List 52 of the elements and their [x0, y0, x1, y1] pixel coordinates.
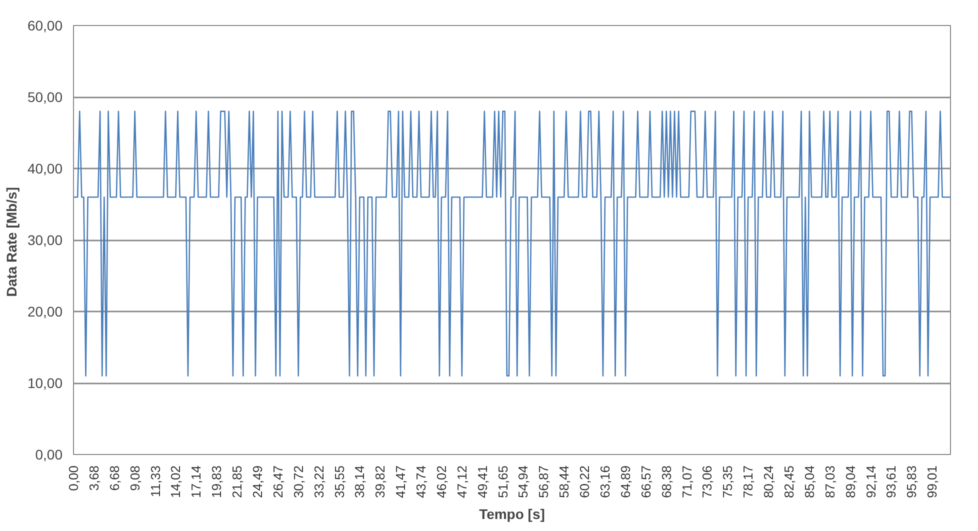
x-tick-label: 3,68 — [86, 465, 102, 491]
x-tick-label: 0,00 — [66, 465, 81, 491]
x-tick-label: 71,07 — [679, 465, 694, 498]
x-tick-label: 85,04 — [802, 465, 817, 498]
x-tick-label: 75,35 — [720, 465, 736, 498]
x-tick-label: 66,57 — [638, 465, 654, 498]
x-tick-label: 68,38 — [658, 465, 674, 498]
x-tick-label: 43,74 — [414, 465, 429, 498]
x-tick-label: 47,12 — [454, 465, 470, 498]
x-tick-label: 64,89 — [618, 465, 633, 498]
x-tick-label: 51,65 — [495, 465, 510, 498]
x-tick-label: 56,87 — [536, 465, 552, 498]
x-tick-label: 92,14 — [863, 465, 878, 498]
x-tick-label: 95,83 — [904, 465, 920, 498]
x-tick-label: 19,83 — [209, 465, 224, 498]
x-tick-label: 38,14 — [352, 465, 368, 498]
x-tick-label: 46,02 — [434, 465, 449, 498]
x-tick-label: 73,06 — [700, 465, 715, 498]
x-tick-label: 30,72 — [290, 465, 306, 498]
x-tick-label: 82,45 — [782, 465, 796, 498]
x-tick-label: 33,22 — [311, 465, 326, 498]
x-axis-title: Tempo [s] — [479, 506, 545, 522]
x-tick-label: 60,22 — [577, 465, 592, 498]
x-tick-label: 87,03 — [822, 465, 838, 498]
y-tick-label: 10,00 — [27, 375, 63, 391]
x-tick-label: 17,14 — [188, 465, 204, 498]
y-tick-label: 50,00 — [27, 89, 63, 105]
y-tick-label: 40,00 — [27, 160, 63, 176]
x-tick-label: 99,01 — [924, 465, 940, 498]
x-tick-label: 78,17 — [740, 465, 756, 498]
x-tick-label: 21,85 — [230, 465, 245, 498]
y-tick-label: 60,00 — [27, 18, 63, 34]
x-tick-label: 24,49 — [250, 465, 265, 498]
x-tick-label: 35,55 — [332, 465, 347, 498]
x-tick-label: 93,61 — [884, 465, 899, 498]
x-tick-label: 58,44 — [556, 465, 572, 498]
x-tick-label: 11,33 — [148, 465, 163, 498]
x-tick-label: 63,16 — [598, 465, 613, 498]
y-axis-title: Data Rate [Mb/s] — [3, 187, 20, 297]
y-tick-label: 20,00 — [27, 304, 63, 320]
x-tick-label: 14,02 — [168, 465, 184, 498]
x-tick-label: 6,68 — [106, 465, 122, 491]
x-tick-label: 89,04 — [842, 465, 858, 498]
x-tick-label: 41,47 — [393, 465, 408, 498]
x-tick-label: 9,08 — [127, 465, 142, 491]
x-tick-label: 80,24 — [761, 465, 776, 498]
x-tick-label: 39,82 — [372, 465, 388, 498]
x-tick-label: 26,47 — [270, 465, 286, 498]
x-tick-label: 54,94 — [516, 465, 531, 498]
y-tick-label: 0,00 — [35, 446, 63, 462]
y-tick-label: 30,00 — [27, 232, 63, 248]
x-tick-label: 49,41 — [474, 465, 490, 498]
